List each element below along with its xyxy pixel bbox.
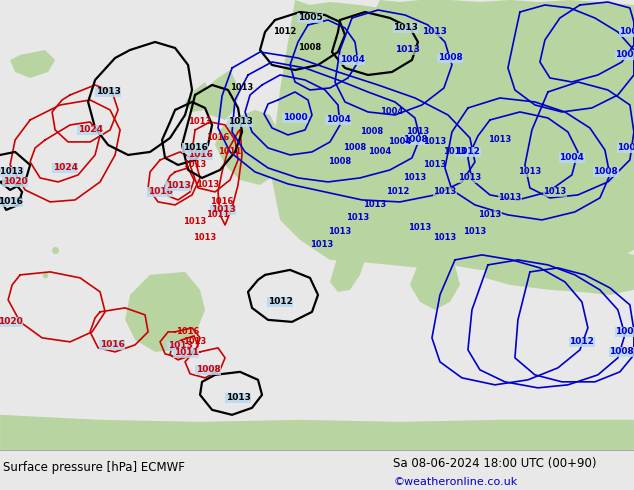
Text: 1004: 1004 xyxy=(616,327,634,336)
Text: 1016: 1016 xyxy=(183,144,207,152)
Text: 1013: 1013 xyxy=(183,337,207,346)
Text: 1013: 1013 xyxy=(230,83,254,93)
Polygon shape xyxy=(270,0,634,275)
Text: 1013: 1013 xyxy=(311,241,333,249)
Text: 1008: 1008 xyxy=(437,53,462,63)
Text: 1008: 1008 xyxy=(403,135,427,145)
Text: 1013: 1013 xyxy=(396,46,420,54)
Text: 1016: 1016 xyxy=(148,187,172,196)
Text: 1013: 1013 xyxy=(443,147,467,156)
Text: 1011: 1011 xyxy=(206,210,230,220)
Polygon shape xyxy=(0,415,634,450)
Text: 1012: 1012 xyxy=(268,297,292,306)
Text: 1004: 1004 xyxy=(559,153,585,163)
Text: 1020: 1020 xyxy=(0,318,22,326)
Text: 1008: 1008 xyxy=(360,127,384,136)
Text: 1016: 1016 xyxy=(100,341,124,349)
Text: 1020: 1020 xyxy=(3,177,27,186)
Text: Surface pressure [hPa] ECMWF: Surface pressure [hPa] ECMWF xyxy=(3,462,185,474)
Polygon shape xyxy=(410,255,460,310)
Text: 1013: 1013 xyxy=(408,223,432,232)
Text: 1013: 1013 xyxy=(167,342,193,350)
Text: 1013: 1013 xyxy=(463,227,486,236)
Polygon shape xyxy=(125,272,205,352)
Polygon shape xyxy=(485,250,634,295)
Text: 1013: 1013 xyxy=(488,135,512,145)
Text: 1024: 1024 xyxy=(53,164,77,172)
Polygon shape xyxy=(330,245,365,292)
Text: 1013: 1013 xyxy=(424,160,446,170)
Text: 1013: 1013 xyxy=(403,173,427,182)
Text: Sa 08-06-2024 18:00 UTC (00+90): Sa 08-06-2024 18:00 UTC (00+90) xyxy=(393,457,597,470)
Text: 1013: 1013 xyxy=(193,233,217,243)
Text: 1016: 1016 xyxy=(206,133,230,143)
Text: 1013: 1013 xyxy=(165,181,190,191)
Text: 1016: 1016 xyxy=(188,150,212,159)
Polygon shape xyxy=(215,110,285,185)
Text: 1004: 1004 xyxy=(616,50,634,59)
Text: 1013: 1013 xyxy=(518,168,541,176)
Text: 1013: 1013 xyxy=(478,210,501,220)
Text: 1012: 1012 xyxy=(569,337,594,346)
Text: 1008: 1008 xyxy=(619,27,634,36)
Text: ©weatheronline.co.uk: ©weatheronline.co.uk xyxy=(393,477,517,487)
Text: 1011: 1011 xyxy=(218,147,242,156)
Text: 1013: 1013 xyxy=(543,187,567,196)
Text: 1013: 1013 xyxy=(433,233,456,243)
Text: 1008: 1008 xyxy=(328,157,352,167)
Text: 1024: 1024 xyxy=(77,125,103,134)
Text: 1012: 1012 xyxy=(386,187,410,196)
Text: 1013: 1013 xyxy=(422,27,448,36)
Text: 1004: 1004 xyxy=(380,107,404,117)
Polygon shape xyxy=(10,50,55,78)
Text: 1004: 1004 xyxy=(389,137,411,147)
Text: 1013: 1013 xyxy=(226,393,250,402)
Text: 1000: 1000 xyxy=(283,114,307,122)
Text: 1004: 1004 xyxy=(618,144,634,152)
Text: 1013: 1013 xyxy=(228,118,252,126)
Text: 1013: 1013 xyxy=(197,180,219,190)
Text: 1012: 1012 xyxy=(273,27,297,36)
Text: 1013: 1013 xyxy=(458,173,482,182)
Polygon shape xyxy=(185,82,210,112)
Text: 1016: 1016 xyxy=(0,197,23,206)
Text: 1008: 1008 xyxy=(196,366,221,374)
Polygon shape xyxy=(375,0,530,60)
Text: 1005: 1005 xyxy=(297,14,322,23)
Text: 1008: 1008 xyxy=(609,347,634,356)
Text: 1004: 1004 xyxy=(325,116,351,124)
Text: 1013: 1013 xyxy=(433,187,456,196)
Text: 1004: 1004 xyxy=(340,55,365,65)
Text: 1013: 1013 xyxy=(210,205,235,215)
Polygon shape xyxy=(200,70,240,120)
Text: 1013: 1013 xyxy=(394,24,418,32)
Text: 1013: 1013 xyxy=(424,137,446,147)
Text: 1008: 1008 xyxy=(593,168,618,176)
Text: 1016: 1016 xyxy=(176,327,200,336)
Text: 1013: 1013 xyxy=(96,87,120,97)
Text: ~1013: ~1013 xyxy=(0,168,23,176)
Text: 1012: 1012 xyxy=(455,147,481,156)
Text: 1013: 1013 xyxy=(406,127,430,136)
Text: 1013: 1013 xyxy=(328,227,352,236)
Text: 1013: 1013 xyxy=(183,218,207,226)
Text: 1004: 1004 xyxy=(368,147,392,156)
Text: 1013: 1013 xyxy=(498,194,522,202)
Text: 1008: 1008 xyxy=(299,44,321,52)
Polygon shape xyxy=(510,0,634,80)
Text: 1013: 1013 xyxy=(183,160,207,170)
Text: 1016: 1016 xyxy=(210,197,234,206)
Text: 1008: 1008 xyxy=(344,144,366,152)
Text: 1013: 1013 xyxy=(188,118,212,126)
Text: 1011: 1011 xyxy=(174,348,198,357)
Text: 1013: 1013 xyxy=(363,200,387,209)
Text: 1013: 1013 xyxy=(346,214,370,222)
